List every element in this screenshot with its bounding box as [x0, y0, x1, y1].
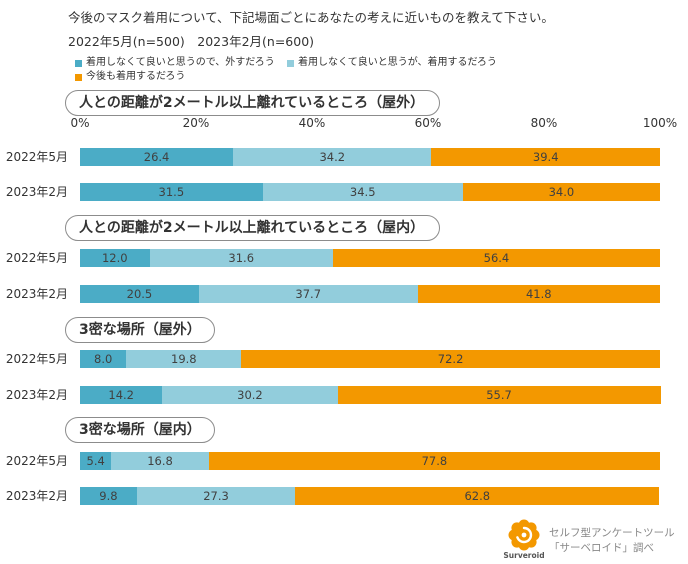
value-label: 31.5 — [158, 185, 185, 199]
segment-will-remove: 20.5 — [80, 285, 199, 303]
period-label: 2022年5月 — [5, 454, 68, 468]
segment-will-remove: 12.0 — [80, 249, 150, 267]
legend-swatch — [75, 73, 82, 81]
segment-continue-wearing: 56.4 — [332, 249, 660, 267]
stacked-bar: 26.4 34.2 39.4 — [80, 148, 660, 166]
stacked-bar: 14.2 30.2 55.7 — [80, 386, 661, 404]
value-label: 37.7 — [295, 287, 322, 301]
period-label: 2022年5月 — [5, 150, 68, 164]
value-label: 5.4 — [86, 454, 105, 468]
stacked-bar: 9.8 27.3 62.8 — [80, 487, 660, 505]
period-label: 2022年5月 — [5, 352, 68, 366]
value-label: 8.0 — [94, 352, 113, 366]
value-label: 20.5 — [126, 287, 153, 301]
value-label: 55.7 — [486, 388, 512, 402]
segment-continue-wearing: 55.7 — [337, 386, 661, 404]
value-label: 56.4 — [483, 251, 510, 265]
value-label: 34.0 — [548, 185, 575, 199]
period-label: 2023年2月 — [5, 489, 68, 503]
period-label: 2023年2月 — [5, 388, 68, 402]
value-label: 41.8 — [525, 287, 552, 301]
x-tick-label: 80% — [530, 116, 558, 130]
value-label: 16.8 — [147, 454, 173, 468]
logo-wordmark: Surveroid — [503, 551, 545, 560]
value-label: 30.2 — [237, 388, 263, 402]
value-label: 34.5 — [349, 185, 376, 199]
segment-will-wear-anyway: 34.2 — [233, 148, 432, 166]
segment-continue-wearing: 34.0 — [462, 183, 660, 201]
x-tick-label: 0% — [70, 116, 90, 130]
segment-continue-wearing: 41.8 — [417, 285, 660, 303]
value-label: 62.8 — [464, 489, 491, 503]
segment-will-remove: 9.8 — [80, 487, 137, 505]
legend-swatch — [75, 59, 82, 67]
stacked-bar: 12.0 31.6 56.4 — [80, 249, 660, 267]
legend-swatch — [287, 59, 294, 67]
chart-subtitle: 2022年5月(n=500) 2023年2月(n=600) — [68, 34, 315, 49]
legend-label: 着用しなくて良いと思うので、外すだろう — [86, 57, 275, 68]
segment-will-wear-anyway: 19.8 — [126, 350, 242, 368]
x-tick-label: 60% — [414, 116, 442, 130]
stacked-bar: 20.5 37.7 41.8 — [80, 285, 660, 303]
legend-label: 今後も着用するだろう — [86, 71, 186, 82]
segment-continue-wearing: 77.8 — [208, 452, 660, 470]
segment-continue-wearing: 72.2 — [241, 350, 660, 368]
segment-continue-wearing: 62.8 — [295, 487, 660, 505]
value-label: 31.6 — [228, 251, 255, 265]
segment-continue-wearing: 39.4 — [431, 148, 660, 166]
value-label: 14.2 — [108, 388, 134, 402]
group-title: 3密な場所（屋内） — [65, 417, 215, 443]
legend-item-continue-wearing: 今後も着用するだろう — [75, 70, 185, 84]
segment-will-remove: 5.4 — [80, 452, 112, 470]
segment-will-remove: 31.5 — [80, 183, 263, 201]
value-label: 39.4 — [532, 150, 559, 164]
value-label: 34.2 — [319, 150, 346, 164]
surveroid-logo-icon — [508, 519, 540, 551]
credit-line-2: 「サーベロイド」調べ — [549, 542, 654, 554]
segment-will-wear-anyway: 16.8 — [111, 452, 209, 470]
segment-will-wear-anyway: 30.2 — [162, 386, 338, 404]
value-label: 9.8 — [99, 489, 118, 503]
stacked-bar: 8.0 19.8 72.2 — [80, 350, 660, 368]
x-tick-label: 40% — [298, 116, 326, 130]
segment-will-remove: 14.2 — [80, 386, 163, 404]
group-title: 人との距離が2メートル以上離れているところ（屋内） — [65, 215, 440, 241]
x-tick-label: 100% — [642, 116, 678, 130]
value-label: 26.4 — [143, 150, 170, 164]
x-tick-label: 20% — [182, 116, 210, 130]
segment-will-remove: 26.4 — [80, 148, 234, 166]
chart-title: 今後のマスク着用について、下記場面ごとにあなたの考えに近いものを教えて下さい。 — [68, 10, 554, 25]
value-label: 12.0 — [101, 251, 128, 265]
value-label: 77.8 — [421, 454, 448, 468]
value-label: 27.3 — [203, 489, 229, 503]
period-label: 2022年5月 — [5, 251, 68, 265]
stacked-bar: 5.4 16.8 77.8 — [80, 452, 660, 470]
value-label: 19.8 — [171, 352, 197, 366]
period-label: 2023年2月 — [5, 185, 68, 199]
group-title: 人との距離が2メートル以上離れているところ（屋外） — [65, 90, 440, 116]
period-label: 2023年2月 — [5, 287, 68, 301]
segment-will-wear-anyway: 27.3 — [136, 487, 296, 505]
legend-item-will-remove: 着用しなくて良いと思うので、外すだろう — [75, 56, 275, 70]
segment-will-wear-anyway: 31.6 — [149, 249, 333, 267]
segment-will-wear-anyway: 34.5 — [262, 183, 463, 201]
legend-label: 着用しなくて良いと思うが、着用するだろう — [298, 57, 497, 68]
group-title: 3密な場所（屋外） — [65, 317, 215, 343]
legend-item-will-wear-anyway: 着用しなくて良いと思うが、着用するだろう — [287, 56, 497, 70]
stacked-bar: 31.5 34.5 34.0 — [80, 183, 660, 201]
segment-will-wear-anyway: 37.7 — [198, 285, 418, 303]
segment-will-remove: 8.0 — [80, 350, 127, 368]
value-label: 72.2 — [437, 352, 464, 366]
credit-line-1: セルフ型アンケートツール — [549, 527, 675, 539]
